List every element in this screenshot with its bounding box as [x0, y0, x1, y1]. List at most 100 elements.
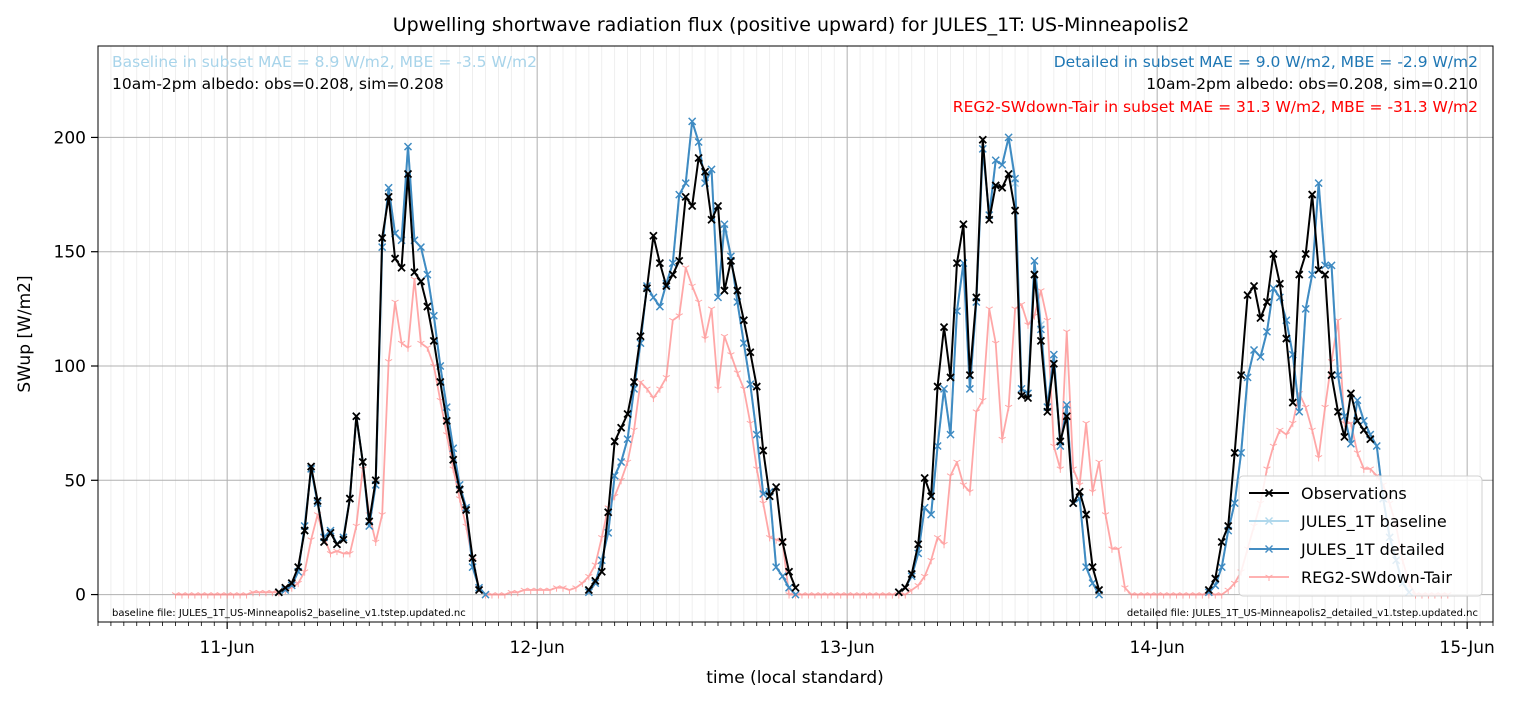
data-point [1301, 304, 1310, 313]
data-point [939, 323, 949, 332]
data-point [1321, 261, 1330, 270]
x-tick-label: 13-Jun [820, 638, 875, 658]
data-point [468, 553, 477, 563]
data-point [313, 496, 322, 505]
data-point [1314, 179, 1323, 188]
data-point [1094, 585, 1104, 595]
data-point [1265, 545, 1273, 553]
data-point [559, 585, 567, 592]
data-point [965, 371, 975, 380]
data-point [694, 138, 703, 146]
data-point [1043, 317, 1052, 325]
data-point [752, 430, 761, 439]
data-point [655, 302, 664, 311]
data-point [681, 265, 690, 272]
y-axis-label: SWup [W/m2] [15, 275, 35, 392]
data-point [1049, 359, 1058, 368]
series-line [278, 173, 481, 594]
x-tick-label: 14-Jun [1130, 638, 1185, 658]
data-point [953, 459, 961, 466]
data-point [352, 523, 361, 530]
data-point [649, 395, 658, 402]
data-point [1353, 450, 1362, 457]
data-point [643, 386, 651, 393]
data-point [294, 563, 303, 572]
data-point [991, 181, 1000, 190]
data-point [629, 377, 639, 387]
data-point [300, 526, 309, 535]
data-point [404, 345, 412, 352]
data-point [1030, 270, 1039, 279]
data-point [410, 268, 419, 277]
legend-box [1238, 475, 1483, 597]
data-point [281, 583, 290, 592]
data-point [746, 348, 755, 357]
data-point [1372, 442, 1381, 450]
data-point [429, 336, 438, 345]
data-point [998, 436, 1006, 444]
data-point [985, 306, 993, 313]
data-point [636, 332, 645, 341]
data-point [972, 409, 981, 416]
data-point [332, 540, 342, 549]
data-point [959, 482, 968, 489]
data-point [1204, 588, 1213, 597]
data-point [404, 142, 412, 151]
data-point [1010, 206, 1020, 215]
detailed-albedo-annotation: 10am-2pm albedo: obs=0.208, sim=0.210 [1146, 75, 1478, 93]
data-point [655, 259, 665, 268]
data-point [933, 442, 942, 450]
data-point [694, 299, 703, 306]
baseline-stats-annotation: Baseline in subset MAE = 8.9 W/m2, MBE =… [112, 53, 537, 71]
chart-title: Upwelling shortwave radiation flux (posi… [393, 14, 1190, 36]
data-point [946, 473, 955, 480]
data-point [901, 583, 910, 592]
data-point [991, 156, 1000, 165]
data-point [1359, 425, 1368, 435]
data-point [733, 286, 742, 295]
data-point [429, 311, 438, 320]
legend-label: JULES_1T detailed [1300, 540, 1445, 560]
data-point [274, 588, 283, 597]
data-point [1088, 563, 1097, 572]
data-point [1269, 284, 1278, 293]
data-point [694, 153, 703, 163]
data-point [326, 528, 335, 537]
data-point [978, 135, 987, 144]
data-point [1256, 352, 1265, 361]
data-point [991, 340, 1000, 348]
data-point [649, 293, 658, 302]
data-point [701, 336, 709, 343]
data-point [1217, 563, 1226, 572]
x-tick-label: 12-Jun [510, 638, 565, 658]
y-tick-label: 100 [54, 357, 86, 377]
y-axis: 0 50 100 150 200 [54, 128, 98, 606]
series-line [175, 266, 1448, 596]
data-point [306, 462, 316, 471]
data-point [1249, 281, 1259, 291]
data-point [642, 284, 652, 293]
data-point [907, 569, 916, 579]
data-point [1289, 420, 1297, 428]
data-point [339, 535, 348, 544]
data-point [1320, 270, 1330, 279]
data-point [1263, 466, 1271, 473]
data-point [778, 537, 787, 547]
data-point [1346, 389, 1356, 398]
data-point [1088, 489, 1097, 496]
data-point [759, 490, 768, 498]
data-point [972, 293, 981, 302]
data-point [700, 167, 710, 176]
data-point [365, 517, 374, 526]
data-point [1282, 432, 1291, 439]
data-point [1321, 404, 1329, 412]
data-point [333, 548, 341, 556]
data-point [933, 534, 942, 542]
legend-item [1249, 574, 1289, 581]
data-point [416, 243, 425, 252]
data-point [326, 526, 335, 535]
data-point [662, 281, 671, 291]
data-point [927, 510, 936, 519]
data-point [384, 192, 393, 201]
